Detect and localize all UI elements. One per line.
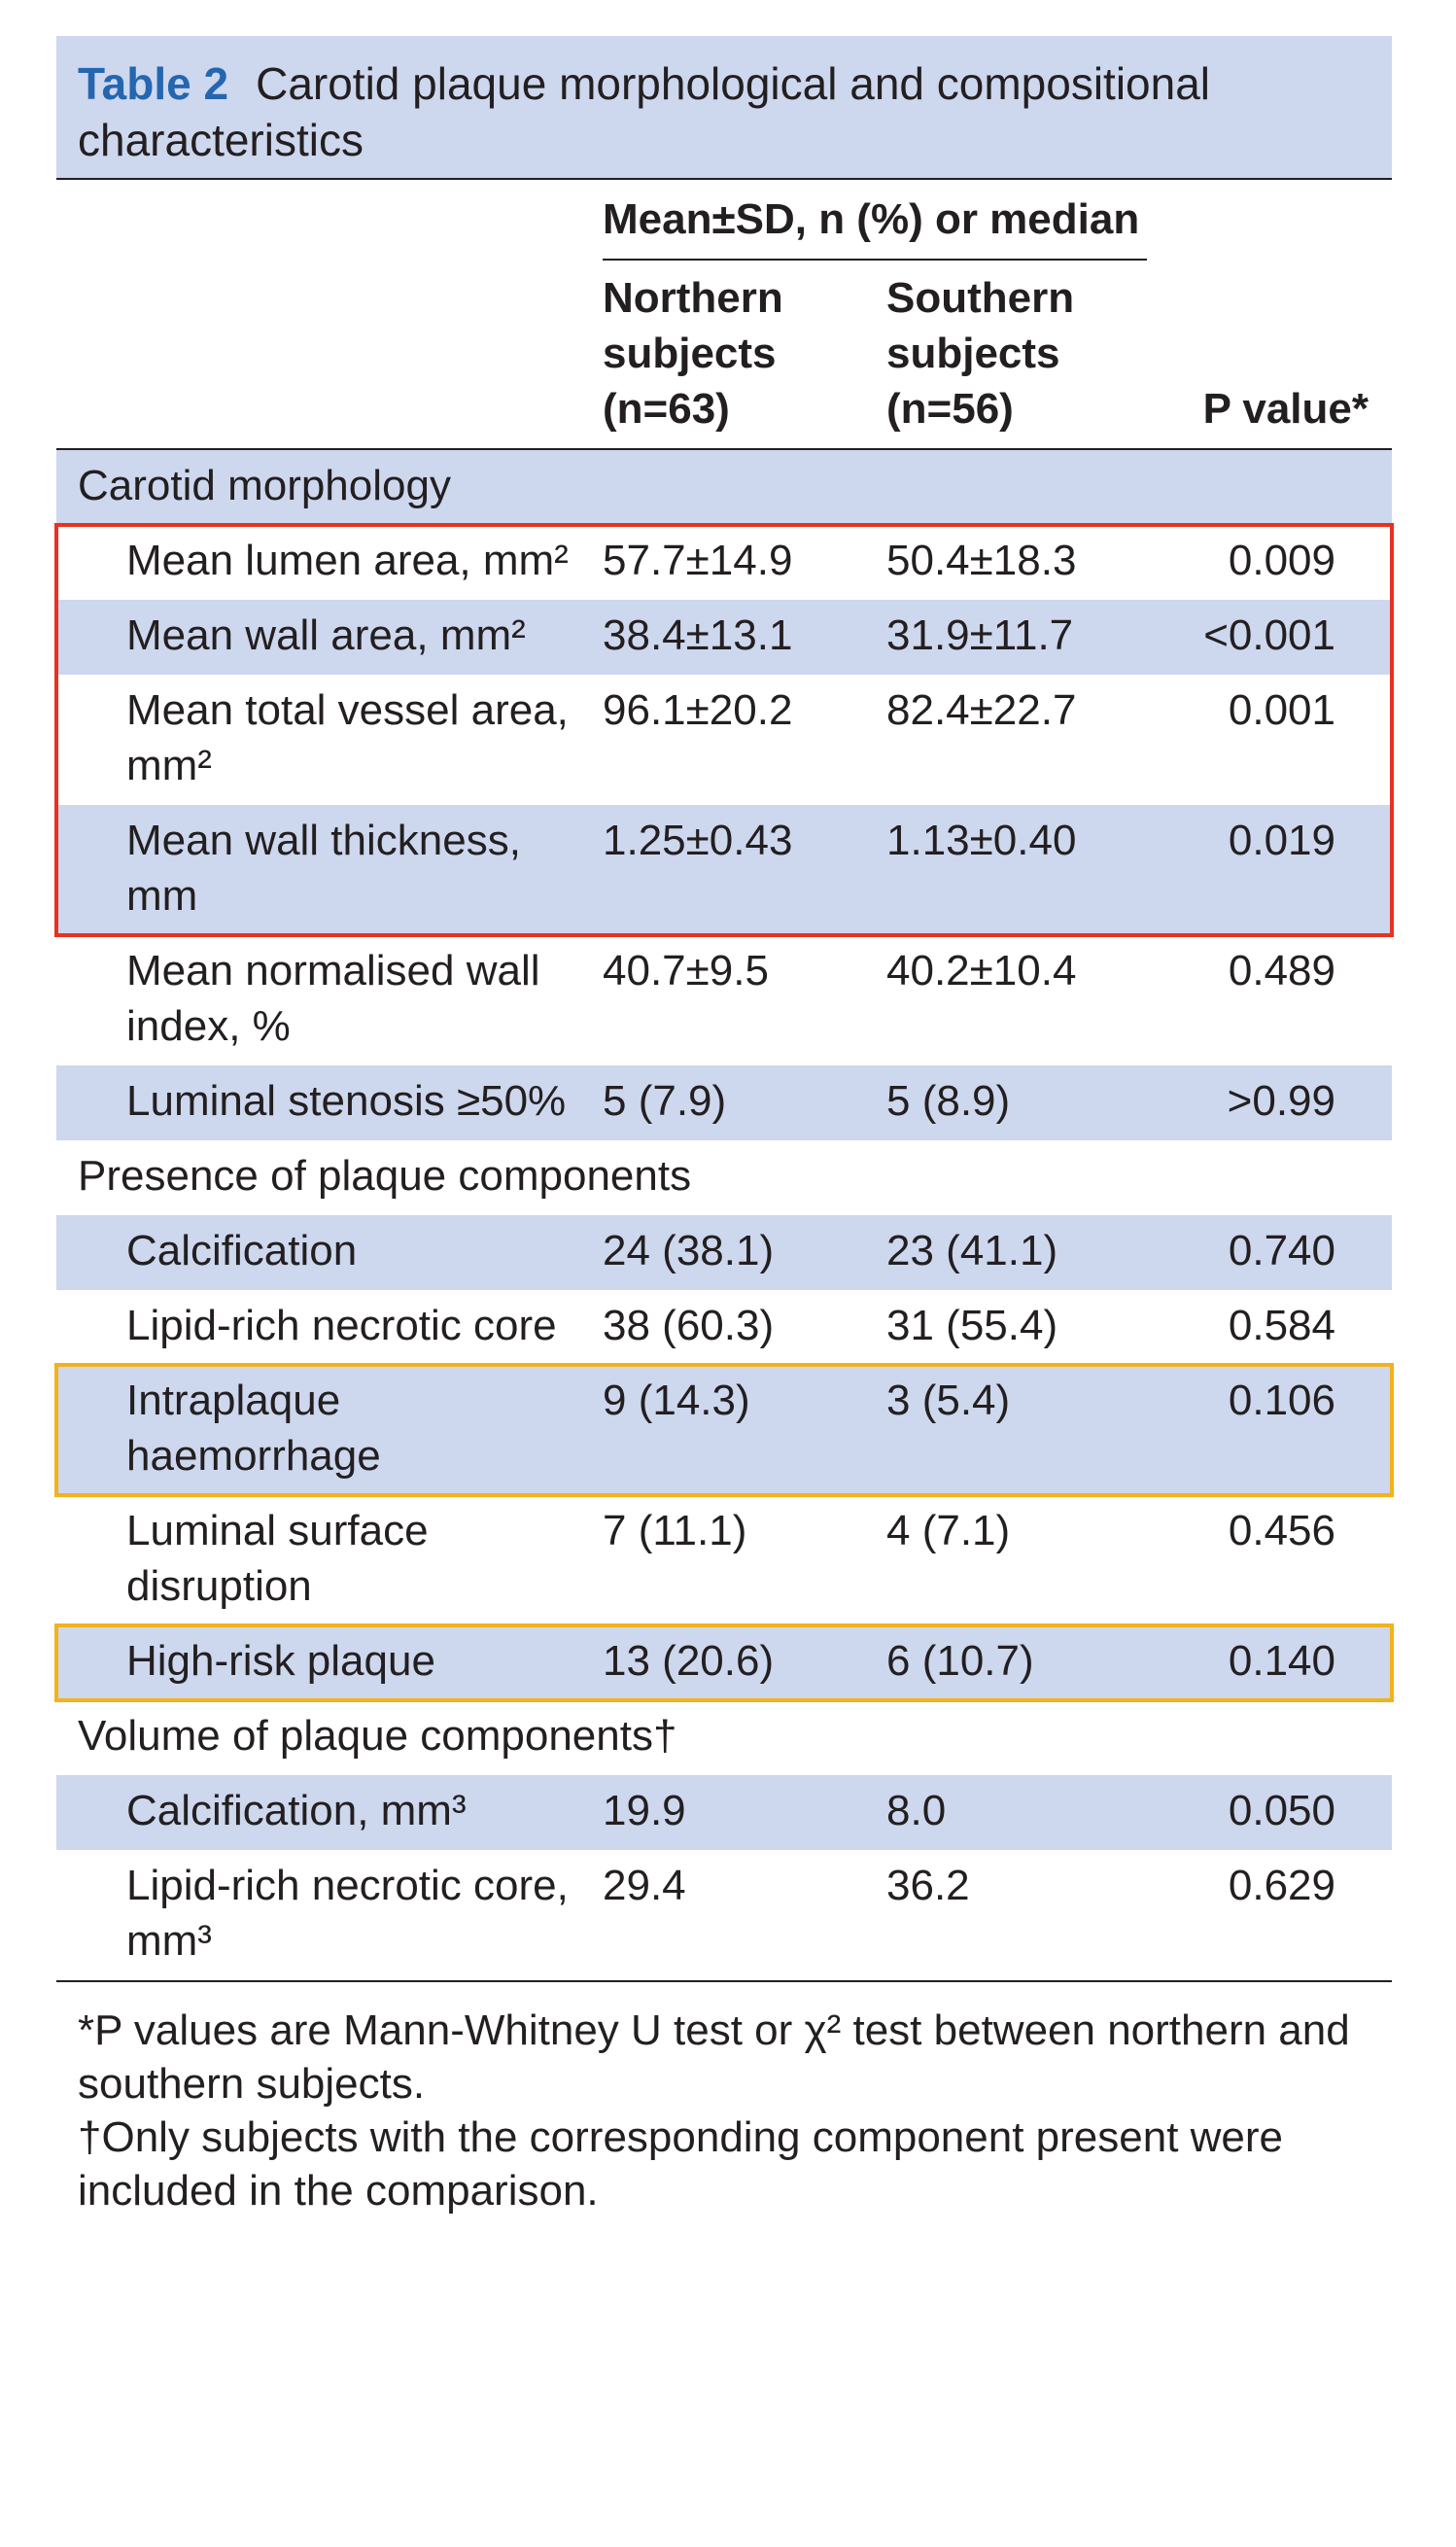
northern-value: 1.25±0.43 (603, 805, 886, 935)
table-title-text: Carotid plaque morphological and composi… (78, 58, 1211, 165)
data-row: Mean lumen area, mm² 57.7±14.9 50.4±18.3 0.… (56, 525, 1392, 600)
southern-value: 82.4±22.7 (886, 686, 1077, 734)
table-figure: Table 2 Carotid plaque morphological and … (56, 36, 1392, 2217)
southern-value: 8.0 (886, 1775, 1147, 1850)
table-title: Table 2 Carotid plaque morphological and … (56, 36, 1392, 180)
section-label: Volume of plaque components† (78, 1712, 677, 1760)
data-row: Calcification, mm³ 19.9 8.0 0.050 (56, 1775, 1392, 1850)
southern-value: 4 (7.1) (886, 1507, 1011, 1554)
row-label: Lipid-rich necrotic core (126, 1302, 557, 1349)
northern-value: 38.4±13.1 (603, 600, 886, 675)
p-value: >0.99 (1147, 1065, 1392, 1140)
northern-value: 57.7±14.9 (603, 537, 793, 584)
southern-value: 1.13±0.40 (886, 805, 1147, 935)
southern-value: 23 (41.1) (886, 1215, 1147, 1290)
column-group-header: Mean±SD, n (%) or median (603, 180, 1147, 261)
column-header: P value* (1202, 385, 1369, 433)
footnotes: *P values are Mann-Whitney U test or χ² … (56, 1980, 1392, 2217)
northern-value: 38 (60.3) (603, 1302, 775, 1349)
northern-value: 40.7±9.5 (603, 947, 769, 994)
row-label: Luminal surface disruption (126, 1507, 429, 1610)
row-label: Calcification (56, 1215, 603, 1290)
row-label: Mean normalised wall index, % (126, 947, 540, 1050)
p-value: 0.456 (1228, 1507, 1335, 1554)
data-row: Lipid-rich necrotic core, mm³ 29.4 36.2 0.6… (56, 1850, 1392, 1980)
northern-value: 5 (7.9) (603, 1065, 886, 1140)
footnote: *P values are Mann-Whitney U test or χ² … (78, 2006, 1350, 2108)
p-value: <0.001 (1147, 600, 1392, 675)
row-label: Mean total vessel area, mm² (126, 686, 569, 789)
p-value: 0.009 (1228, 537, 1335, 584)
p-value: 0.050 (1147, 1775, 1392, 1850)
section-label: Carotid morphology (56, 449, 1392, 525)
southern-value: 5 (8.9) (886, 1065, 1147, 1140)
northern-value: 96.1±20.2 (603, 686, 793, 734)
p-value: 0.140 (1147, 1625, 1392, 1700)
southern-value: 3 (5.4) (886, 1365, 1147, 1495)
northern-value: 9 (14.3) (603, 1365, 886, 1495)
southern-value: 6 (10.7) (886, 1625, 1147, 1700)
southern-value: 31.9±11.7 (886, 600, 1147, 675)
northern-value: 24 (38.1) (603, 1215, 886, 1290)
data-row: Luminal surface disruption 7 (11.1) 4 (7.1… (56, 1495, 1392, 1625)
section-row: Carotid morphology (56, 449, 1392, 525)
data-row: Mean total vessel area, mm² 96.1±20.2 82.4… (56, 675, 1392, 805)
p-value: 0.629 (1228, 1862, 1335, 1909)
table: Mean±SD, n (%) or median Northern subjec… (56, 180, 1392, 1980)
southern-value: 50.4±18.3 (886, 537, 1077, 584)
northern-value: 7 (11.1) (603, 1507, 747, 1554)
row-label: Mean wall area, mm² (56, 600, 603, 675)
row-label: Intraplaque haemorrhage (56, 1365, 603, 1495)
row-label: Luminal stenosis ≥50% (56, 1065, 603, 1140)
data-row: Luminal stenosis ≥50% 5 (7.9) 5 (8.9) >0.99 (56, 1065, 1392, 1140)
column-header: Southern subjects (n=56) (886, 274, 1075, 433)
section-row: Presence of plaque components (56, 1140, 1392, 1215)
p-value: 0.019 (1147, 805, 1392, 935)
southern-value: 31 (55.4) (886, 1302, 1058, 1349)
data-row: Lipid-rich necrotic core 38 (60.3) 31 (55.… (56, 1290, 1392, 1365)
row-label: Mean wall thickness, mm (56, 805, 603, 935)
data-row: Mean wall thickness, mm 1.25±0.43 1.13±0.4… (56, 805, 1392, 935)
data-row: High-risk plaque 13 (20.6) 6 (10.7) 0.140 (56, 1625, 1392, 1700)
p-value: 0.740 (1147, 1215, 1392, 1290)
data-row: Intraplaque haemorrhage 9 (14.3) 3 (5.4) 0.… (56, 1365, 1392, 1495)
footnote: †Only subjects with the corresponding co… (78, 2113, 1284, 2215)
data-row: Calcification 24 (38.1) 23 (41.1) 0.740 (56, 1215, 1392, 1290)
table-label: Table 2 (78, 58, 229, 109)
row-label: Mean lumen area, mm² (126, 537, 569, 584)
section-label: Presence of plaque components (78, 1152, 692, 1200)
southern-value: 40.2±10.4 (886, 947, 1077, 994)
column-header: Northern subjects (n=63) (603, 274, 783, 433)
northern-value: 19.9 (603, 1775, 886, 1850)
southern-value: 36.2 (886, 1862, 970, 1909)
data-row: Mean wall area, mm² 38.4±13.1 31.9±11.7 <0.… (56, 600, 1392, 675)
p-value: 0.489 (1228, 947, 1335, 994)
row-label: Lipid-rich necrotic core, mm³ (126, 1862, 569, 1965)
data-row: Mean normalised wall index, % 40.7±9.5 40.… (56, 935, 1392, 1065)
p-value: 0.001 (1228, 686, 1335, 734)
p-value: 0.584 (1228, 1302, 1335, 1349)
row-label: High-risk plaque (56, 1625, 603, 1700)
row-label: Calcification, mm³ (56, 1775, 603, 1850)
section-row: Volume of plaque components† (56, 1700, 1392, 1775)
northern-value: 29.4 (603, 1862, 686, 1909)
northern-value: 13 (20.6) (603, 1625, 886, 1700)
p-value: 0.106 (1147, 1365, 1392, 1495)
